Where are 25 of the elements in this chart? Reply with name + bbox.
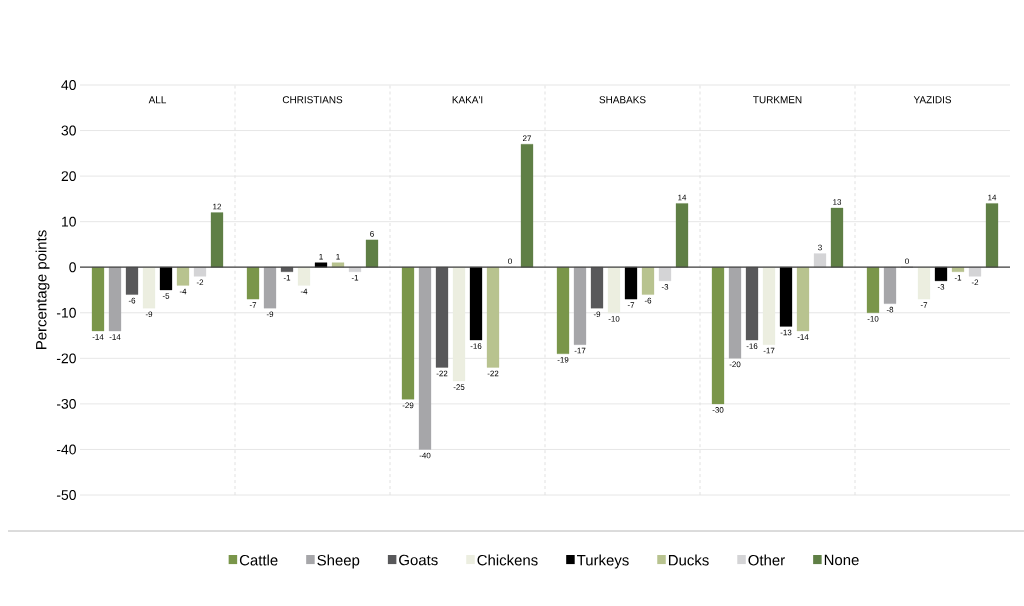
y-tick-label: -50 <box>56 490 76 500</box>
y-tick-label: 30 <box>61 125 76 136</box>
y-tick-label: -30 <box>56 398 76 409</box>
y-tick-label: 10 <box>62 216 76 227</box>
y-tick-label: -40 <box>56 444 76 455</box>
legend-label: Sheep <box>317 554 360 569</box>
legend-label: Turkeys <box>577 554 629 569</box>
x-tick-label: KAKA'I <box>452 96 483 104</box>
y-axis-title: Percentage points <box>35 230 50 350</box>
legend-label: Other <box>748 554 785 566</box>
x-tick-label: TURKMEN <box>753 96 802 104</box>
y-tick-label: 20 <box>61 171 76 182</box>
legend-label: None <box>824 554 859 566</box>
y-tick-label: -20 <box>56 353 76 364</box>
x-tick-label: ALL <box>148 96 167 104</box>
y-tick-label: -10 <box>56 307 76 318</box>
x-tick-label: YAZIDIS <box>913 96 952 104</box>
x-tick-label: CHRISTIANS <box>282 96 343 104</box>
legend-label: Cattle <box>239 554 278 566</box>
y-tick-label: 40 <box>61 80 76 90</box>
y-tick-label: 0 <box>69 262 76 273</box>
legend-label: Chickens <box>477 554 538 566</box>
legend-label: Goats <box>399 554 438 566</box>
legend-label: Ducks <box>668 554 709 566</box>
x-tick-label: SHABAKS <box>599 96 646 104</box>
